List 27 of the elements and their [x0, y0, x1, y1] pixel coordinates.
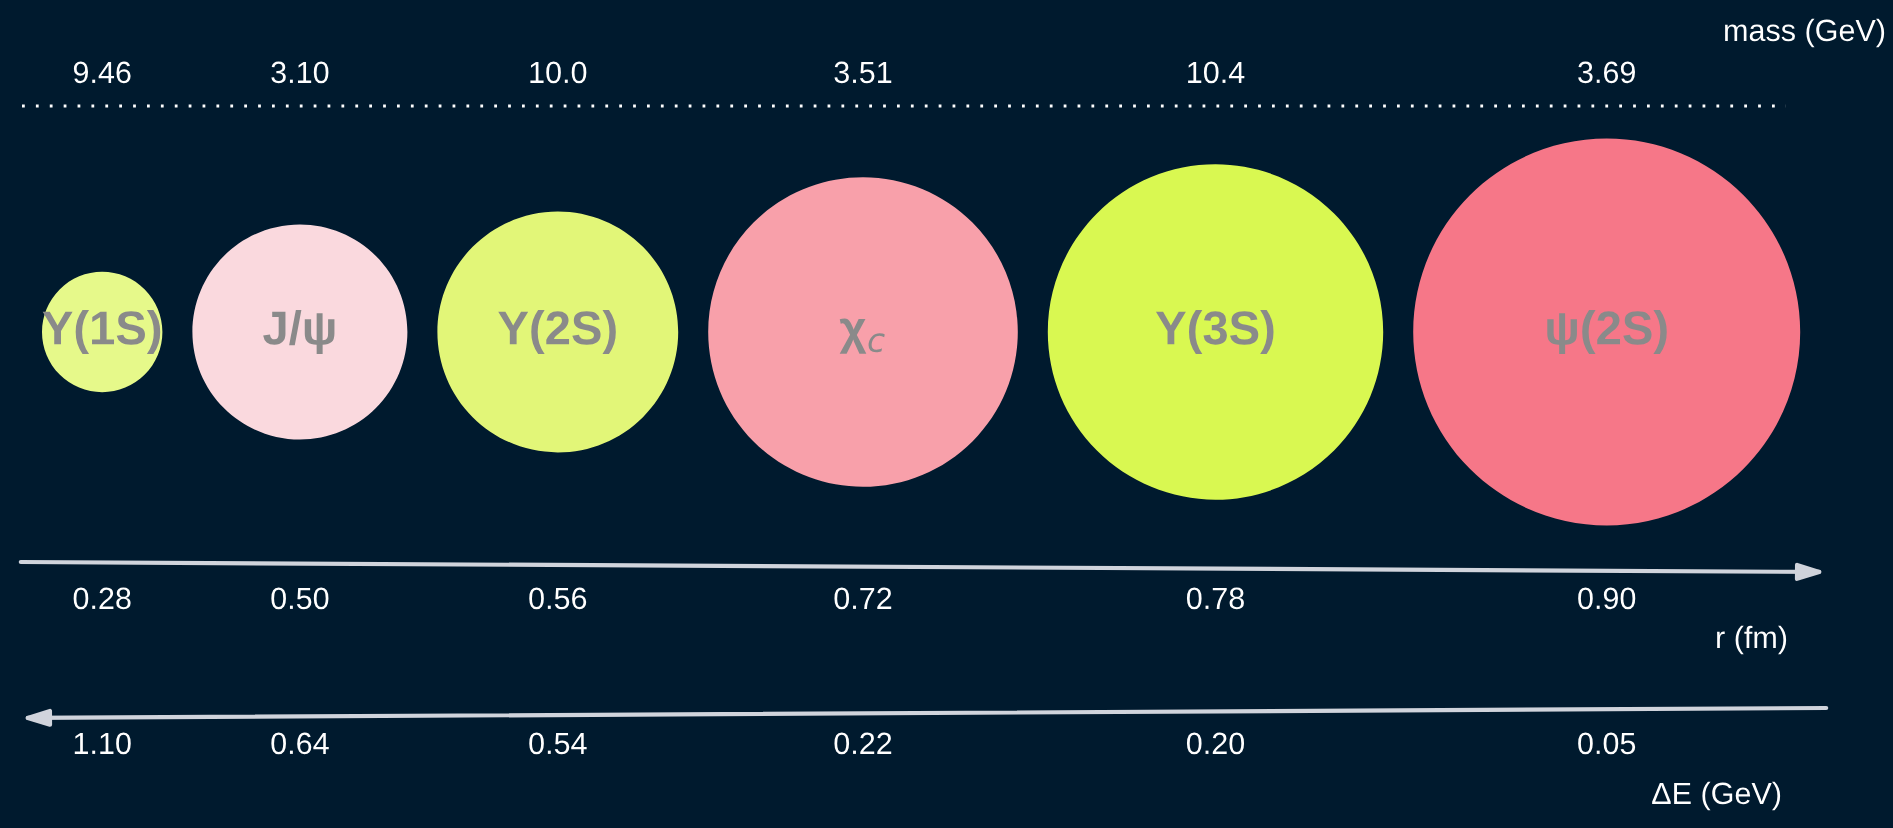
data-label: 0.72 [834, 587, 892, 610]
data-label: 0.56 [529, 587, 587, 610]
text: mass (GeV) [1725, 18, 1885, 48]
data-label: 0.54 [529, 732, 587, 755]
data-label: 10.0 [530, 61, 587, 84]
data-label: 0.90 [1578, 587, 1636, 610]
text: ΔE (GeV) [1652, 781, 1781, 811]
category-label: ψ(2S) [1547, 309, 1667, 355]
data-label: 3.69 [1578, 61, 1635, 84]
data-label: 9.46 [73, 61, 131, 84]
data-label: 0.20 [1186, 732, 1245, 755]
data-label: 0.28 [73, 587, 131, 610]
data-label: 0.78 [1186, 587, 1244, 610]
data-label: 0.05 [1578, 732, 1636, 755]
text: r (fm) [1717, 625, 1787, 655]
data-label: 0.50 [271, 587, 329, 610]
category-label: J/ψ [263, 309, 335, 355]
data-label: 0.64 [271, 732, 329, 755]
data-label: 3.51 [834, 61, 892, 84]
data-label: 1.10 [74, 732, 131, 755]
category-label: Υ(1S) [42, 309, 161, 355]
data-label: 0.22 [834, 732, 892, 755]
category-label: Υ(2S) [498, 309, 616, 355]
category-label: Υ(3S) [1155, 309, 1274, 355]
category-label: χ$_{c}$ [839, 318, 885, 354]
data-label: 10.4 [1188, 61, 1245, 84]
data-label: 3.10 [271, 61, 329, 84]
